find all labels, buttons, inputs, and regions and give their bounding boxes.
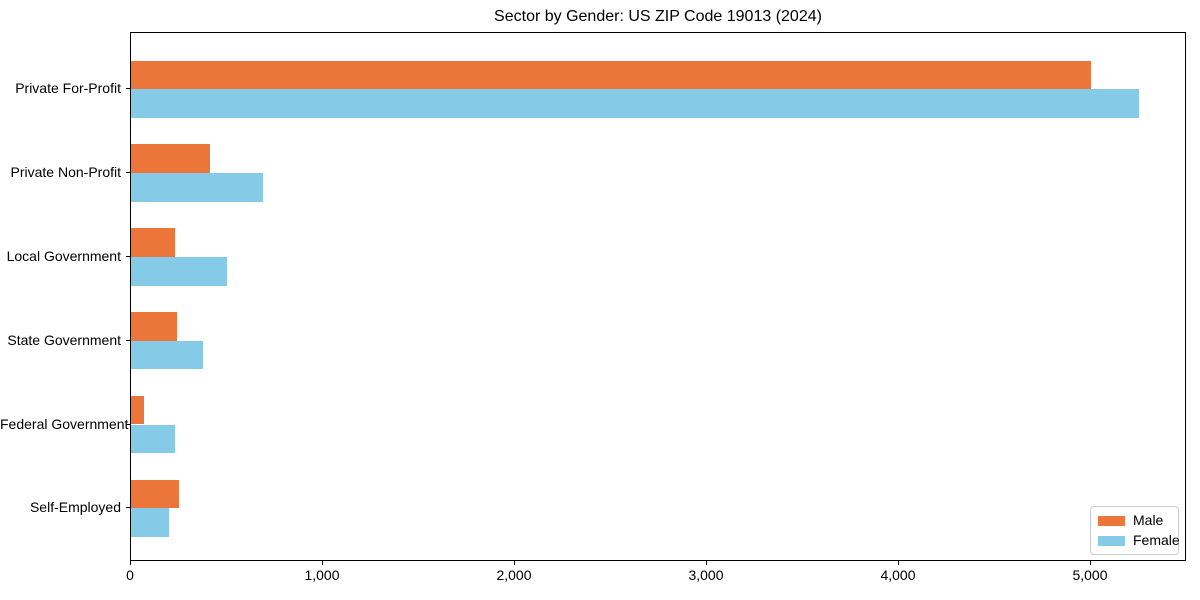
ytick-label: Private For-Profit xyxy=(15,80,121,97)
ytick-label: Federal Government xyxy=(0,415,129,432)
xtick-label: 5,000 xyxy=(1072,567,1108,583)
ytick-mark xyxy=(126,88,130,90)
xtick-label: 0 xyxy=(126,567,134,583)
chart-title: Sector by Gender: US ZIP Code 19013 (202… xyxy=(494,8,822,25)
bar-male-private-non-profit xyxy=(131,144,210,174)
xtick-mark xyxy=(513,561,515,565)
ytick-mark xyxy=(126,507,130,509)
bar-female-state-government xyxy=(131,340,203,370)
xtick-label: 2,000 xyxy=(496,567,532,583)
xtick-label: 4,000 xyxy=(880,567,916,583)
legend-swatch-male xyxy=(1098,515,1125,526)
xtick-mark xyxy=(705,561,707,565)
legend-item-female: Female xyxy=(1098,533,1180,548)
bar-male-state-government xyxy=(131,312,178,341)
bar-male-local-government xyxy=(131,228,176,257)
bar-female-federal-government xyxy=(131,424,176,454)
xtick-mark xyxy=(1089,561,1091,565)
legend-swatch-female xyxy=(1098,535,1125,546)
bar-female-local-government xyxy=(131,256,227,286)
ytick-label: State Government xyxy=(7,331,121,348)
legend-label-male: Male xyxy=(1133,512,1164,528)
ytick-mark xyxy=(126,172,130,174)
bar-female-private-non-profit xyxy=(131,173,264,202)
ytick-mark xyxy=(126,255,130,257)
legend-item-male: Male xyxy=(1098,513,1170,528)
plot-area: Male Female xyxy=(130,32,1186,561)
ytick-label: Self-Employed xyxy=(29,499,121,516)
xtick-mark xyxy=(897,561,899,565)
xtick-label: 1,000 xyxy=(304,567,340,583)
legend: Male Female xyxy=(1090,506,1180,555)
bar-female-self-employed xyxy=(131,508,170,537)
ytick-mark xyxy=(126,339,130,341)
ytick-label: Private Non-Profit xyxy=(10,164,121,181)
bar-female-private-for-profit xyxy=(131,89,1139,118)
legend-label-female: Female xyxy=(1133,532,1180,548)
xtick-mark xyxy=(321,561,323,565)
ytick-mark xyxy=(126,423,130,425)
bar-male-private-for-profit xyxy=(131,60,1091,90)
xtick-mark xyxy=(129,561,131,565)
xtick-label: 3,000 xyxy=(688,567,724,583)
ytick-label: Local Government xyxy=(6,247,121,264)
bar-male-self-employed xyxy=(131,479,179,509)
bar-male-federal-government xyxy=(131,395,145,425)
